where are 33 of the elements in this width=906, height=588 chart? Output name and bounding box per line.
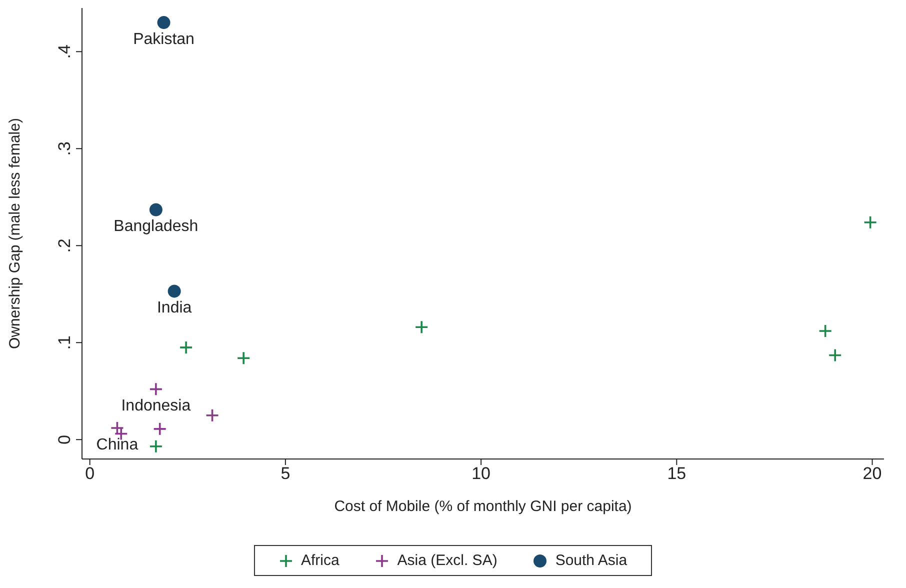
y-tick-label: .1 bbox=[55, 336, 74, 350]
y-tick-label: .3 bbox=[55, 142, 74, 156]
point bbox=[414, 320, 428, 334]
point bbox=[149, 382, 163, 396]
annotation: India bbox=[156, 300, 192, 317]
annotation: China bbox=[96, 436, 138, 454]
point bbox=[863, 215, 878, 230]
annotation: Pakistan bbox=[133, 30, 194, 48]
point bbox=[152, 422, 167, 436]
legend-label: Africa bbox=[300, 552, 340, 569]
point bbox=[168, 284, 181, 298]
x-axis-title: Cost of Mobile (% of monthly GNI per capita) bbox=[334, 498, 632, 515]
point bbox=[828, 348, 842, 362]
y-tick-label: .4 bbox=[55, 44, 74, 59]
x-tick-label: 15 bbox=[667, 464, 686, 484]
x-tick-label: 20 bbox=[862, 464, 882, 484]
y-axis-title: Ownership Gap (male less female) bbox=[6, 118, 24, 349]
x-tick-label: 10 bbox=[472, 464, 491, 484]
point bbox=[179, 340, 193, 354]
annotation: Bangladesh bbox=[114, 218, 198, 236]
legend-label: Asia (Excl. SA) bbox=[397, 552, 498, 569]
x-tick-label: 5 bbox=[280, 464, 290, 484]
y-tick-label: 0 bbox=[55, 434, 74, 444]
point bbox=[205, 408, 220, 422]
point bbox=[157, 16, 170, 30]
point bbox=[236, 351, 250, 366]
point bbox=[149, 439, 163, 454]
point bbox=[149, 203, 162, 216]
x-tick-label: 0 bbox=[85, 464, 95, 484]
y-tick-label: .2 bbox=[55, 238, 74, 253]
point bbox=[818, 324, 832, 338]
annotation: Indonesia bbox=[121, 398, 191, 415]
legend-label: South Asia bbox=[555, 552, 628, 569]
